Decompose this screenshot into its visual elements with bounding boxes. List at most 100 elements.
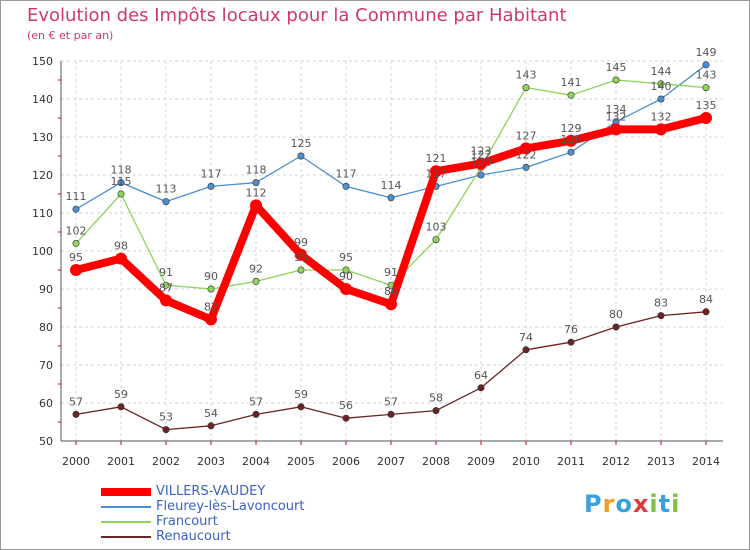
data-point-fleurey-l-s-lavoncourt (702, 61, 710, 69)
data-point-renaucourt (612, 323, 620, 331)
data-point-fleurey-l-s-lavoncourt (522, 163, 530, 171)
legend-label: Renaucourt (156, 529, 231, 544)
x-tick-label: 2008 (422, 455, 450, 468)
data-label-renaucourt: 83 (654, 297, 668, 310)
x-tick-label: 2010 (512, 455, 540, 468)
data-label-fleurey-l-s-lavoncourt: 114 (381, 179, 402, 192)
data-point-renaucourt (522, 346, 530, 354)
data-point-villers-vaudey (475, 157, 487, 170)
data-point-renaucourt (432, 407, 440, 415)
data-label-villers-vaudey: 129 (561, 122, 582, 135)
data-label-fleurey-l-s-lavoncourt: 126 (561, 133, 582, 146)
data-label-fleurey-l-s-lavoncourt: 117 (336, 167, 357, 180)
y-tick-label: 140 (32, 93, 53, 106)
data-label-francourt: 95 (339, 251, 353, 264)
data-point-francourt (657, 80, 665, 88)
data-label-renaucourt: 56 (339, 399, 353, 412)
data-label-fleurey-l-s-lavoncourt: 111 (66, 190, 87, 203)
logo-letter: o (615, 490, 633, 518)
data-label-fleurey-l-s-lavoncourt: 120 (471, 156, 492, 169)
data-point-villers-vaudey (700, 112, 712, 124)
data-label-villers-vaudey: 90 (339, 270, 353, 283)
data-point-villers-vaudey (205, 313, 217, 326)
data-point-fleurey-l-s-lavoncourt (207, 182, 215, 190)
data-label-renaucourt: 58 (429, 392, 443, 405)
x-tick-label: 2005 (287, 455, 315, 468)
data-label-francourt: 91 (384, 266, 398, 279)
data-label-francourt: 91 (159, 266, 173, 279)
data-label-francourt: 143 (696, 69, 717, 82)
data-point-francourt (72, 239, 80, 247)
data-label-fleurey-l-s-lavoncourt: 118 (246, 164, 267, 177)
data-label-villers-vaudey: 112 (246, 186, 267, 199)
data-label-villers-vaudey: 121 (426, 152, 447, 165)
data-point-renaucourt (342, 414, 350, 422)
data-point-renaucourt (702, 308, 710, 316)
data-point-renaucourt (252, 410, 260, 418)
data-point-villers-vaudey (520, 142, 532, 155)
data-point-fleurey-l-s-lavoncourt (657, 95, 665, 103)
data-label-villers-vaudey: 98 (114, 240, 128, 253)
y-tick-label: 130 (32, 131, 53, 144)
data-label-fleurey-l-s-lavoncourt: 134 (606, 103, 627, 116)
x-tick-label: 2013 (647, 455, 675, 468)
x-tick-label: 2007 (377, 455, 405, 468)
data-label-villers-vaudey: 86 (384, 285, 398, 298)
legend-swatch-renaucourt (101, 536, 151, 538)
data-point-fleurey-l-s-lavoncourt (342, 182, 350, 190)
data-point-renaucourt (207, 422, 215, 430)
data-label-renaucourt: 64 (474, 369, 488, 382)
data-label-francourt: 143 (516, 69, 537, 82)
y-tick-label: 100 (32, 245, 53, 258)
data-label-francourt: 92 (249, 262, 263, 275)
data-label-renaucourt: 53 (159, 411, 173, 424)
x-tick-label: 2003 (197, 455, 225, 468)
x-tick-label: 2002 (152, 455, 180, 468)
data-label-renaucourt: 57 (249, 395, 263, 408)
data-label-francourt: 144 (651, 65, 672, 78)
axes: 50 60 70 80 90 100 110 120 130 140 150 2000 2001 2002… (32, 55, 723, 468)
y-tick-label: 50 (39, 435, 53, 448)
data-point-renaucourt (72, 410, 80, 418)
data-label-villers-vaudey: 87 (159, 281, 173, 294)
legend-label: VILLERS-VAUDEY (156, 484, 266, 499)
x-tick-label: 2014 (692, 455, 720, 468)
data-label-francourt: 102 (66, 224, 87, 237)
data-label-francourt: 141 (561, 76, 582, 89)
data-point-francourt (297, 266, 305, 274)
data-label-villers-vaudey: 82 (204, 300, 218, 313)
data-label-francourt: 90 (204, 270, 218, 283)
data-point-villers-vaudey (340, 283, 352, 295)
data-point-fleurey-l-s-lavoncourt (117, 179, 125, 187)
logo-letter: i (649, 490, 659, 518)
data-label-francourt: 95 (294, 251, 308, 264)
data-point-francourt (117, 190, 125, 198)
data-point-fleurey-l-s-lavoncourt (72, 205, 80, 213)
data-label-renaucourt: 84 (699, 293, 713, 306)
y-tick-label: 60 (39, 397, 53, 410)
x-tick-label: 2000 (62, 455, 90, 468)
y-tick-label: 110 (32, 207, 53, 220)
data-label-renaucourt: 54 (204, 407, 218, 420)
x-tick-label: 2012 (602, 455, 630, 468)
data-point-fleurey-l-s-lavoncourt (162, 198, 170, 206)
data-label-villers-vaudey: 135 (696, 99, 717, 112)
data-point-francourt (567, 91, 575, 99)
legend-label: Fleurey-lès-Lavoncourt (156, 499, 305, 514)
y-tick-label: 150 (32, 55, 53, 68)
data-point-renaucourt (117, 403, 125, 411)
data-point-francourt (432, 236, 440, 244)
data-label-francourt: 115 (111, 175, 132, 188)
y-tick-label: 120 (32, 169, 53, 182)
data-point-francourt (612, 76, 620, 84)
x-tick-label: 2006 (332, 455, 360, 468)
y-tick-label: 70 (39, 359, 53, 372)
data-point-francourt (252, 277, 260, 285)
data-label-fleurey-l-s-lavoncourt: 118 (111, 164, 132, 177)
data-label-fleurey-l-s-lavoncourt: 122 (516, 148, 537, 161)
data-point-villers-vaudey (655, 123, 667, 136)
data-point-fleurey-l-s-lavoncourt (297, 152, 305, 160)
data-label-fleurey-l-s-lavoncourt: 113 (156, 183, 177, 196)
legend-swatch-fleurey (101, 506, 151, 508)
data-label-fleurey-l-s-lavoncourt: 117 (201, 167, 222, 180)
